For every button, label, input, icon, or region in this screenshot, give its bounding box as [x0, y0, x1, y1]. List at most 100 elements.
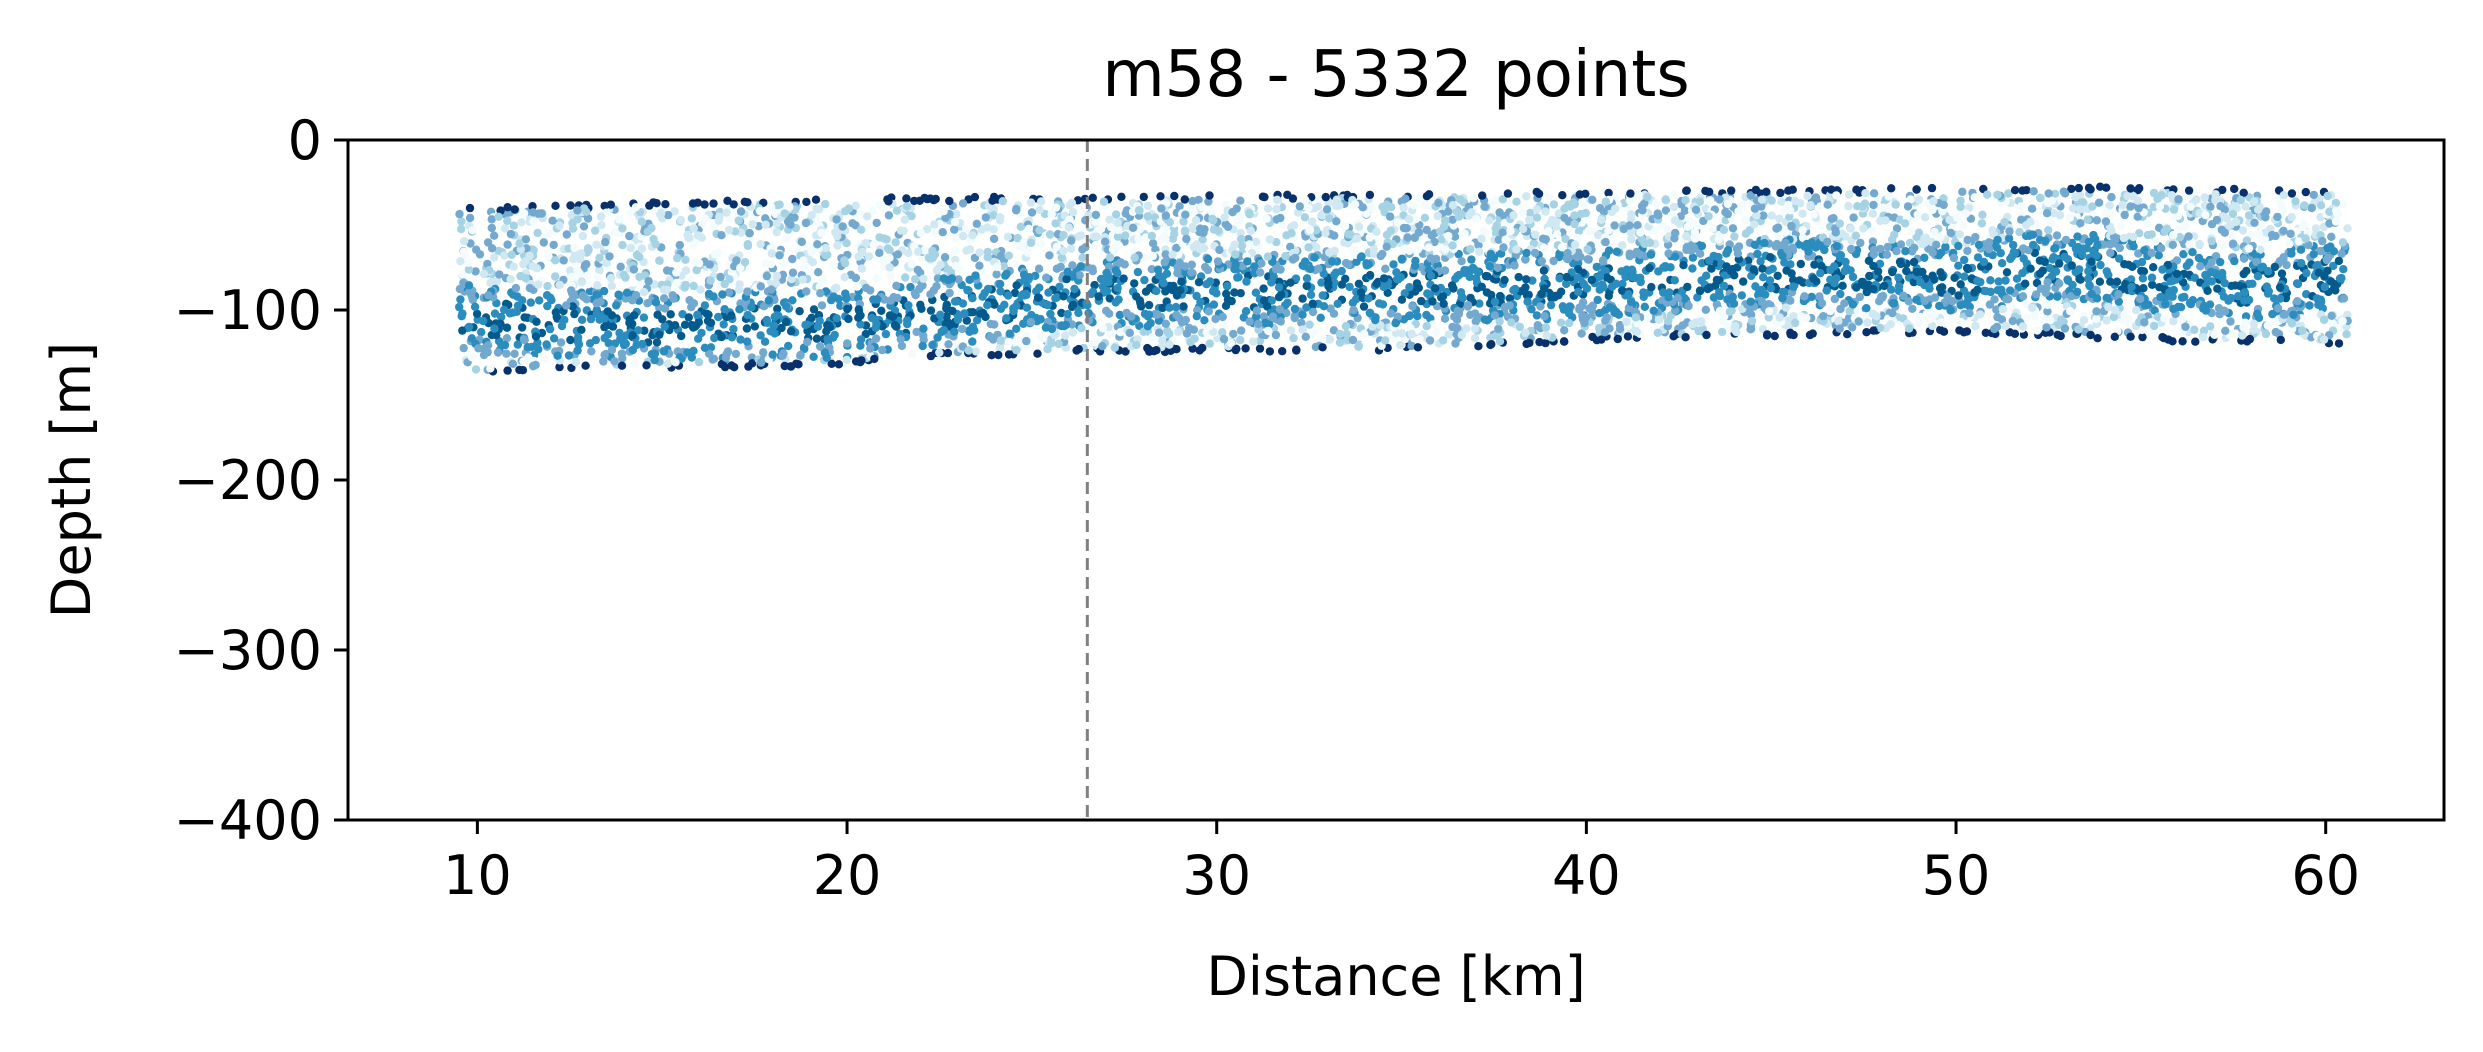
scatter-point [1499, 243, 1508, 252]
scatter-point [1199, 228, 1208, 237]
scatter-point [1367, 204, 1376, 213]
scatter-point [2106, 248, 2115, 258]
scatter-point [1664, 316, 1673, 326]
scatter-point [1062, 274, 1071, 284]
scatter-point [680, 320, 690, 329]
scatter-point [844, 204, 854, 213]
scatter-point [1856, 238, 1865, 248]
scatter-point [1524, 290, 1533, 300]
scatter-point [544, 252, 553, 261]
scatter-point [1025, 273, 1034, 282]
scatter-point [606, 273, 616, 283]
scatter-point [1811, 322, 1821, 332]
scatter-point [1218, 328, 1227, 337]
scatter-point [2228, 239, 2238, 248]
scatter-point [1765, 276, 1775, 285]
scatter-point [700, 200, 709, 209]
scatter-point [2156, 292, 2165, 302]
scatter-point [1789, 312, 1798, 321]
scatter-point [869, 295, 878, 304]
scatter-point [1983, 190, 1992, 199]
scatter-point [2240, 288, 2249, 297]
scatter-point [2264, 287, 2273, 296]
scatter-point [1290, 304, 1300, 314]
scatter-point [635, 252, 644, 262]
scatter-point [1068, 300, 1078, 310]
scatter-point [854, 306, 864, 315]
scatter-point [815, 205, 824, 214]
scatter-point [1920, 253, 1929, 262]
scatter-point [1281, 251, 1290, 261]
scatter-point [1105, 294, 1114, 303]
scatter-point [840, 273, 849, 282]
scatter-point [2241, 202, 2250, 211]
scatter-point [2327, 311, 2336, 320]
scatter-point [1621, 272, 1630, 282]
scatter-point [916, 228, 925, 238]
scatter-point [1714, 252, 1723, 262]
scatter-point [474, 344, 483, 353]
scatter-point [922, 225, 932, 234]
scatter-point [971, 271, 980, 280]
scatter-point [716, 272, 725, 282]
scatter-point [573, 346, 582, 355]
scatter-point [1381, 336, 1390, 345]
scatter-point [1819, 312, 1828, 321]
scatter-point [1779, 207, 1788, 216]
scatter-point [1302, 274, 1312, 283]
scatter-point [2325, 219, 2334, 228]
scatter-point [1344, 230, 1353, 239]
scatter-point [1433, 261, 1442, 270]
scatter-point [1857, 277, 1867, 287]
scatter-point [2043, 300, 2052, 310]
scatter-point [1938, 272, 1947, 282]
scatter-point [1022, 303, 1032, 312]
scatter-point [1867, 226, 1877, 236]
scatter-point [1562, 279, 1571, 289]
scatter-point [732, 256, 741, 265]
scatter-point [534, 280, 543, 289]
scatter-point [521, 274, 530, 283]
scatter-point [730, 363, 739, 372]
scatter-point [2085, 281, 2094, 290]
scatter-point [1457, 330, 1467, 340]
scatter-point [683, 348, 692, 357]
scatter-point [965, 245, 975, 254]
scatter-point [631, 359, 640, 368]
scatter-point [717, 231, 726, 240]
scatter-point [1268, 312, 1278, 321]
scatter-point [2050, 189, 2060, 199]
scatter-point [1479, 227, 1488, 236]
scatter-point [1286, 278, 1295, 287]
scatter-point [1720, 312, 1729, 321]
scatter-point [1165, 303, 1174, 312]
scatter-point [2015, 227, 2024, 237]
scatter-point [722, 208, 731, 217]
scatter-point [989, 234, 999, 243]
scatter-point [1236, 335, 1245, 345]
scatter-point [863, 212, 872, 221]
scatter-point [1907, 227, 1916, 237]
scatter-point [1988, 250, 1997, 260]
scatter-point [1906, 195, 1915, 204]
scatter-point [1950, 273, 1959, 282]
scatter-point [1237, 241, 1247, 250]
scatter-point [1945, 215, 1954, 225]
scatter-point [1165, 340, 1174, 349]
scatter-point [600, 350, 609, 360]
scatter-point [1848, 300, 1858, 309]
scatter-point [978, 292, 987, 301]
scatter-point [1004, 291, 1013, 300]
scatter-point [1204, 307, 1214, 316]
scatter-point [1480, 202, 1489, 211]
scatter-point [846, 270, 856, 279]
scatter-point [1192, 312, 1202, 321]
scatter-point [2000, 217, 2009, 227]
scatter-point [1848, 272, 1858, 282]
scatter-point [1439, 299, 1448, 308]
scatter-point [2166, 277, 2175, 286]
scatter-point [1063, 267, 1072, 276]
scatter-point [2190, 325, 2199, 334]
scatter-point [525, 283, 535, 293]
scatter-point [1255, 344, 1265, 353]
